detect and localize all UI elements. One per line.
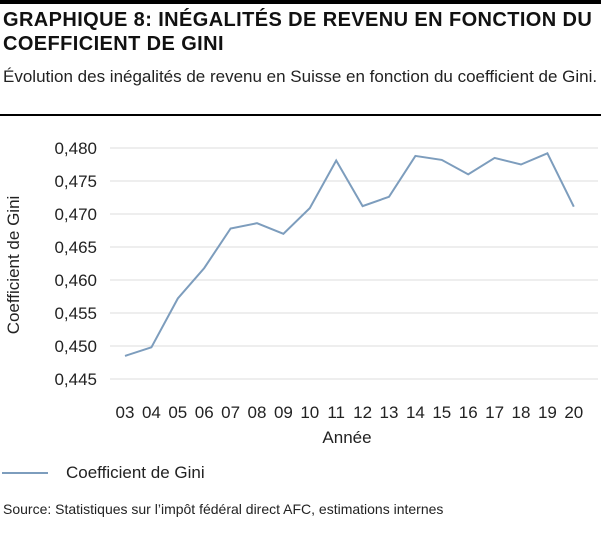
x-tick-label: 13 (380, 403, 399, 422)
y-tick-label: 0,465 (54, 238, 97, 257)
y-tick-label: 0,445 (54, 370, 97, 389)
x-tick-label: 14 (406, 403, 425, 422)
y-tick-label: 0,450 (54, 337, 97, 356)
y-axis-ticks: 0,445 0,450 0,455 0,460 0,465 0,470 0,475 0,480 (54, 139, 97, 389)
legend-label: Coefficient de Gini (66, 463, 205, 482)
chart-title: GRAPHIQUE 8: INÉGALITÉS DE REVENU EN FON… (3, 9, 593, 55)
y-tick-label: 0,455 (54, 304, 97, 323)
x-tick-label: 06 (195, 403, 214, 422)
x-axis-label: Année (322, 428, 371, 447)
y-tick-label: 0,460 (54, 271, 97, 290)
chart-subtitle: Évolution des inégalités de revenu en Su… (3, 67, 598, 86)
gini-line-chart: 0,445 0,450 0,455 0,460 0,465 0,470 0,475 0,480… (4, 139, 598, 447)
x-axis-ticks: 03 04 05 06 07 08 09 10 11 12 13 14 15 16 17 18 19 20 (116, 403, 584, 422)
x-tick-label: 12 (353, 403, 372, 422)
x-tick-label: 18 (512, 403, 531, 422)
x-tick-label: 09 (274, 403, 293, 422)
legend: Coefficient de Gini (0, 462, 400, 484)
x-tick-label: 03 (116, 403, 135, 422)
x-tick-label: 08 (248, 403, 267, 422)
y-tick-label: 0,480 (54, 139, 97, 158)
x-tick-label: 17 (485, 403, 504, 422)
x-tick-label: 10 (300, 403, 319, 422)
top-rule (0, 0, 601, 4)
y-tick-label: 0,475 (54, 172, 97, 191)
x-tick-label: 16 (459, 403, 478, 422)
x-tick-label: 07 (221, 403, 240, 422)
y-tick-label: 0,470 (54, 205, 97, 224)
gridlines (110, 147, 598, 380)
x-tick-label: 11 (327, 403, 345, 422)
header-rule (0, 114, 601, 116)
x-tick-label: 05 (168, 403, 187, 422)
x-tick-label: 15 (432, 403, 451, 422)
x-tick-label: 19 (538, 403, 557, 422)
series-line (124, 152, 575, 357)
source-note: Source: Statistiques sur l’impôt fédéral… (3, 501, 444, 517)
x-tick-label: 20 (564, 403, 583, 422)
y-axis-label: Coefficient de Gini (4, 196, 23, 335)
x-tick-label: 04 (142, 403, 161, 422)
legend-swatch (2, 472, 48, 474)
